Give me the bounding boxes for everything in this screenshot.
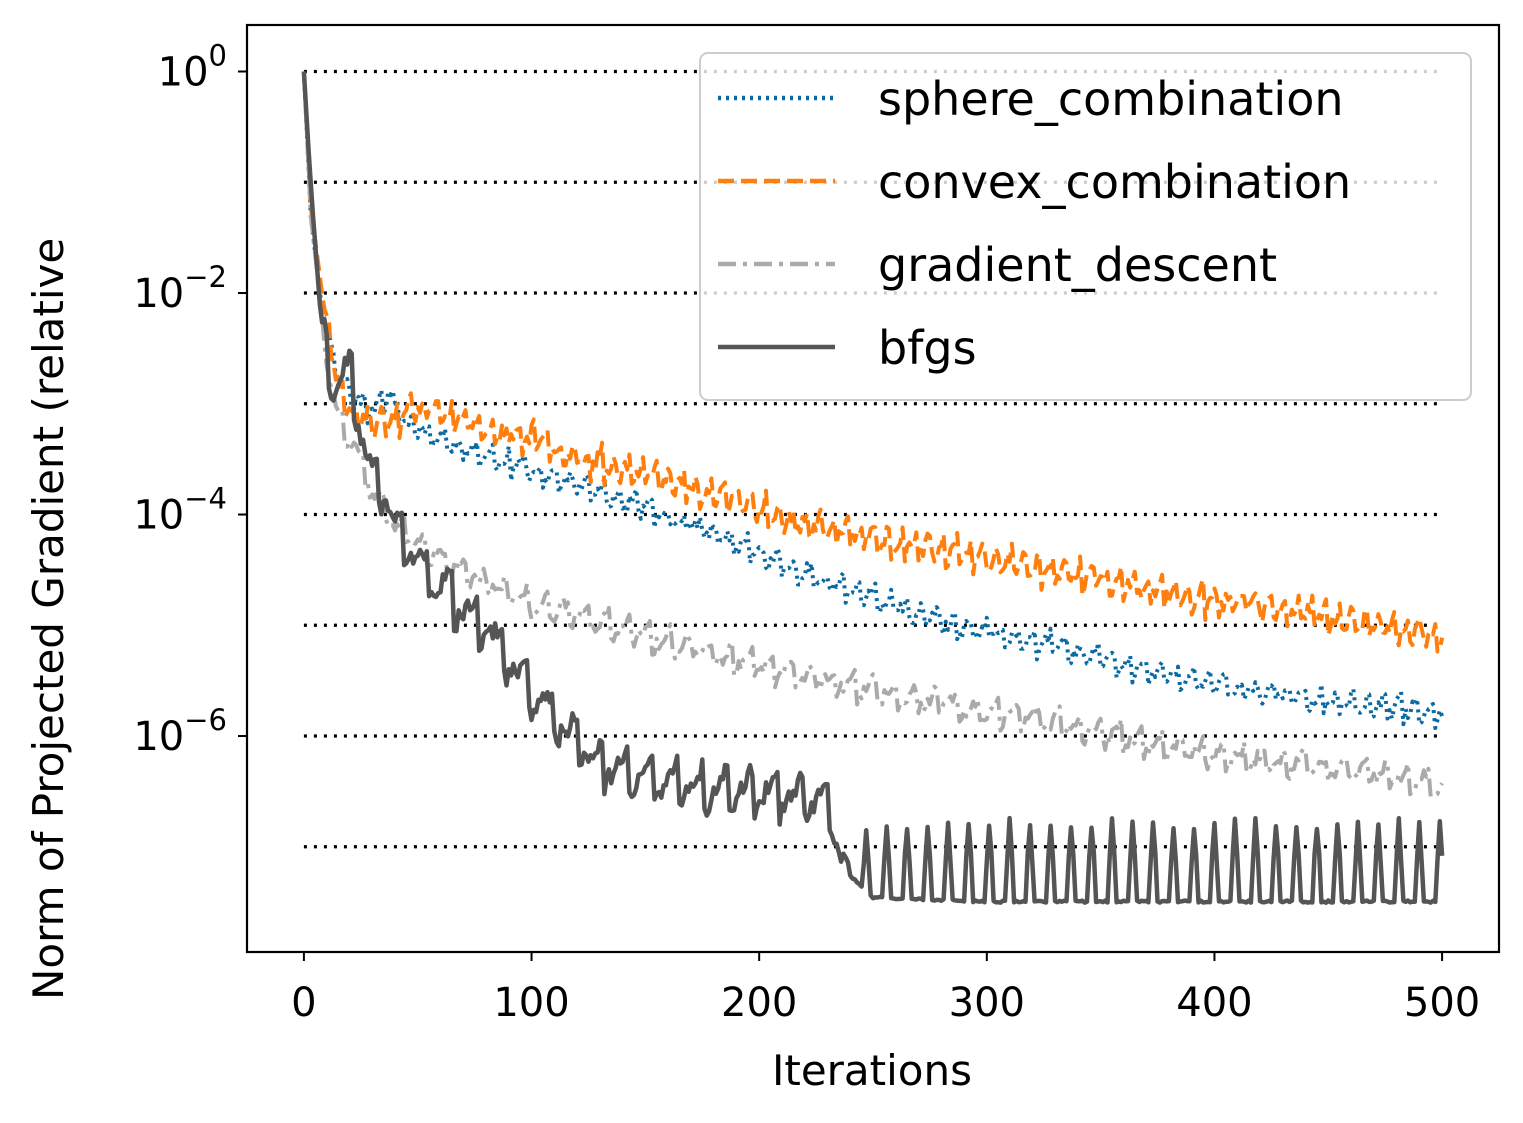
series-line-bfgs xyxy=(301,71,1445,905)
series-layer xyxy=(301,71,1445,905)
legend-label: sphere_combination xyxy=(878,72,1344,126)
x-tick-label: 500 xyxy=(1404,980,1480,1026)
legend-label: gradient_descent xyxy=(878,238,1277,292)
y-tick-label: 100 xyxy=(158,39,227,96)
y-axis: 100 10−2 10−4 10−6 xyxy=(133,39,247,760)
x-tick-label: 200 xyxy=(721,980,797,1026)
y-axis-label: Norm of Projected Gradient (relative xyxy=(24,238,73,1000)
plot-frame xyxy=(245,23,1501,954)
legend-label: bfgs xyxy=(878,321,977,375)
x-tick-label: 400 xyxy=(1176,980,1252,1026)
legend: sphere_combination convex_combinationgrad… xyxy=(699,52,1472,401)
x-tick-label: 300 xyxy=(949,980,1025,1026)
x-axis: 0 100 200 300 400 500 xyxy=(291,952,1480,1026)
y-tick-label: 10−4 xyxy=(133,482,227,539)
legend-label: convex_combination xyxy=(878,155,1351,209)
y-tick-label: 10−6 xyxy=(133,703,227,760)
x-tick-label: 100 xyxy=(493,980,569,1026)
series-line-sphere-combination xyxy=(301,71,1444,730)
x-axis-label: Iterations xyxy=(772,1046,972,1095)
legend-box xyxy=(699,52,1472,401)
y-tick-label: 10−2 xyxy=(133,260,227,317)
x-tick-label: 0 xyxy=(291,980,316,1026)
series-line-convex-combination xyxy=(301,71,1445,654)
series-line-gradient-descent xyxy=(301,71,1444,799)
